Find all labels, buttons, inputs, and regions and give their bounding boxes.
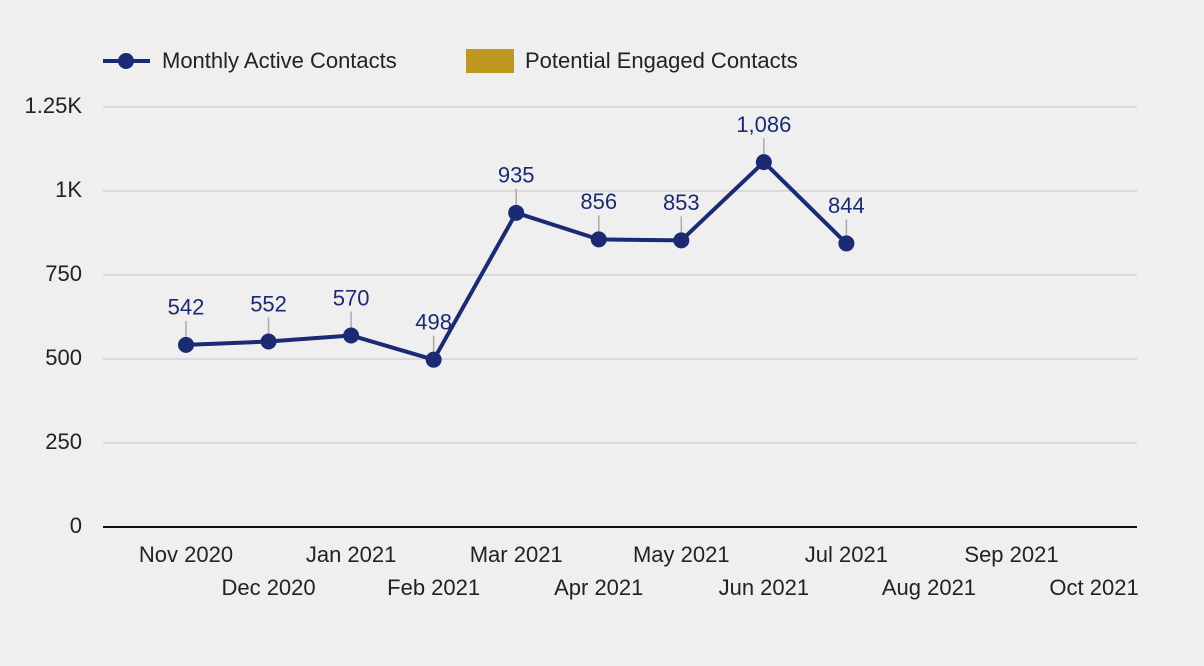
point [178, 336, 194, 353]
point [260, 333, 277, 350]
legend-swatch [466, 49, 514, 73]
x-tick-label: Mar 2021 [470, 542, 563, 567]
data-label: 552 [250, 291, 287, 316]
point [755, 154, 772, 171]
x-tick-label: Apr 2021 [554, 575, 643, 600]
x-tick-label: Jun 2021 [719, 575, 810, 600]
x-tick-label: Oct 2021 [1049, 575, 1138, 600]
x-tick-label: Jul 2021 [805, 542, 888, 567]
data-label: 570 [333, 285, 370, 310]
y-tick-label: 0 [70, 513, 82, 538]
x-tick-label: Jan 2021 [306, 542, 397, 567]
x-tick-label: Nov 2020 [139, 542, 233, 567]
y-tick-label: 1.25K [25, 93, 83, 118]
data-label: 844 [828, 193, 865, 218]
data-label: 935 [498, 163, 535, 188]
point [343, 327, 360, 344]
point [508, 204, 525, 221]
data-label: 498 [415, 309, 452, 334]
legend-marker [118, 53, 134, 69]
data-label: 542 [168, 295, 205, 320]
x-tick-label: Sep 2021 [964, 542, 1058, 567]
legend-label: Monthly Active Contacts [162, 48, 397, 73]
data-label: 856 [580, 189, 617, 214]
x-tick-label: Aug 2021 [882, 575, 976, 600]
y-tick-label: 500 [45, 345, 82, 370]
point [838, 235, 855, 252]
y-tick-label: 250 [45, 429, 82, 454]
point [425, 351, 442, 368]
legend-label: Potential Engaged Contacts [525, 48, 798, 73]
point [590, 231, 607, 248]
data-label: 853 [663, 190, 700, 215]
x-tick-label: Feb 2021 [387, 575, 480, 600]
y-tick-label: 1K [55, 177, 82, 202]
y-tick-label: 750 [45, 261, 82, 286]
x-tick-label: May 2021 [633, 542, 730, 567]
point [673, 232, 690, 249]
data-label: 1,086 [736, 112, 791, 137]
x-tick-label: Dec 2020 [221, 575, 315, 600]
